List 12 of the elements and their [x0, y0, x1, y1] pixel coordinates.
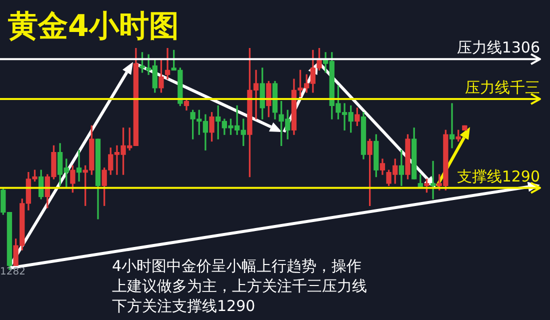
candlestick [164, 48, 170, 80]
candlestick [430, 160, 436, 200]
chart-title: 黄金4小时图 [8, 8, 179, 46]
ref-line-label: 支撑线1290 [456, 167, 540, 186]
annotation: 4小时图中金价呈小幅上行趋势，操作 [112, 256, 363, 276]
text: 下方关注支撑线1290 [112, 296, 256, 316]
candlestick [449, 103, 455, 148]
annotation: 1282 [0, 266, 26, 278]
ref-line-label: 压力线千三 [465, 78, 540, 96]
ref-line-label: 压力线1306 [456, 38, 540, 56]
text: 上建议做多为主，上方关注千三压力线 [112, 276, 367, 296]
candlestick [76, 150, 82, 182]
